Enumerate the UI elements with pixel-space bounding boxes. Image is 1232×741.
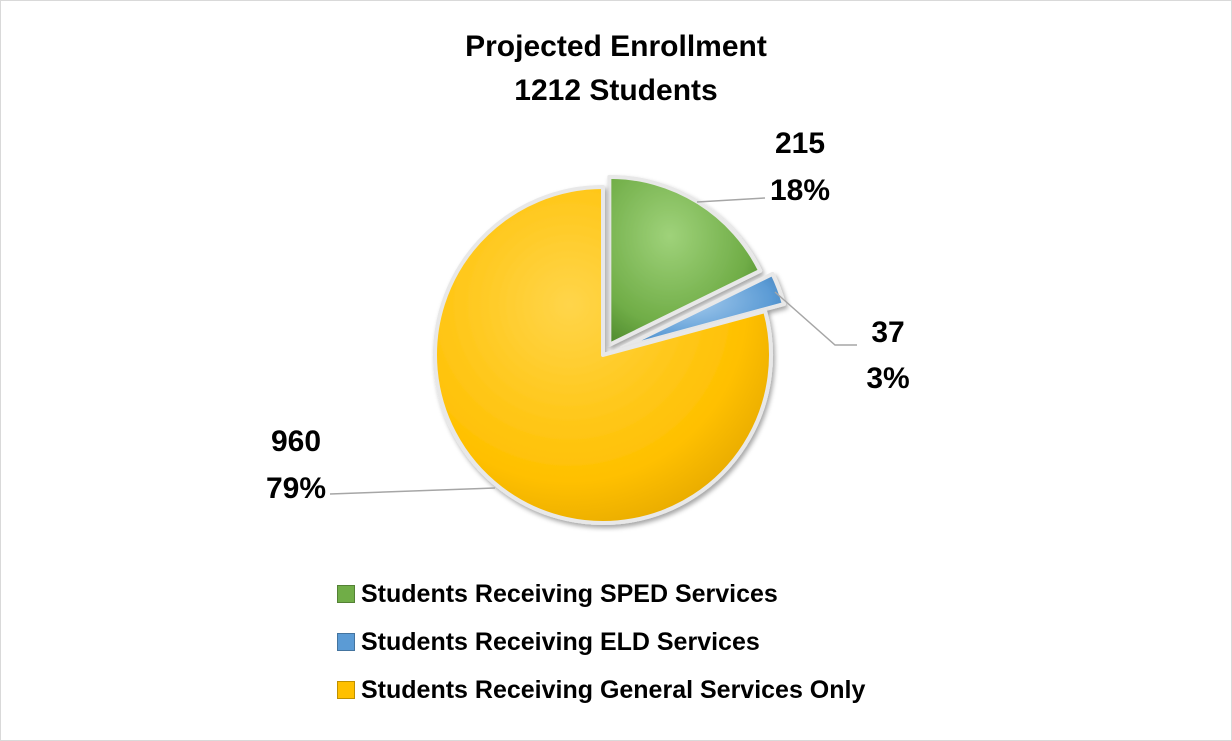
pie-slice-eld xyxy=(619,271,786,350)
legend-item-sped: Students Receiving SPED Services xyxy=(337,570,865,618)
leader-line-sped xyxy=(696,197,766,203)
data-label-percent-eld: 3% xyxy=(866,362,909,395)
legend-item-eld: Students Receiving ELD Services xyxy=(337,618,865,666)
legend-swatch-general xyxy=(337,681,355,699)
data-label-percent-general: 79% xyxy=(266,472,326,505)
leader-line-general xyxy=(329,487,496,495)
legend-swatch-sped xyxy=(337,585,355,603)
data-label-percent-sped: 18% xyxy=(770,174,830,207)
legend-swatch-eld xyxy=(337,633,355,651)
legend-label-eld: Students Receiving ELD Services xyxy=(361,627,760,656)
data-label-value-eld: 37 xyxy=(871,316,904,349)
data-label-value-general: 960 xyxy=(271,425,321,458)
chart-subtitle: 1212 Students xyxy=(514,74,718,107)
legend-label-general: Students Receiving General Services Only xyxy=(361,675,866,704)
legend: Students Receiving SPED Services Student… xyxy=(337,570,865,714)
legend-item-general: Students Receiving General Services Only xyxy=(337,666,865,714)
data-label-value-sped: 215 xyxy=(775,127,825,160)
leader-line-eld xyxy=(774,291,857,346)
chart-title: Projected Enrollment xyxy=(465,30,767,63)
pie-slice-general xyxy=(433,185,773,525)
legend-label-sped: Students Receiving SPED Services xyxy=(361,579,778,608)
